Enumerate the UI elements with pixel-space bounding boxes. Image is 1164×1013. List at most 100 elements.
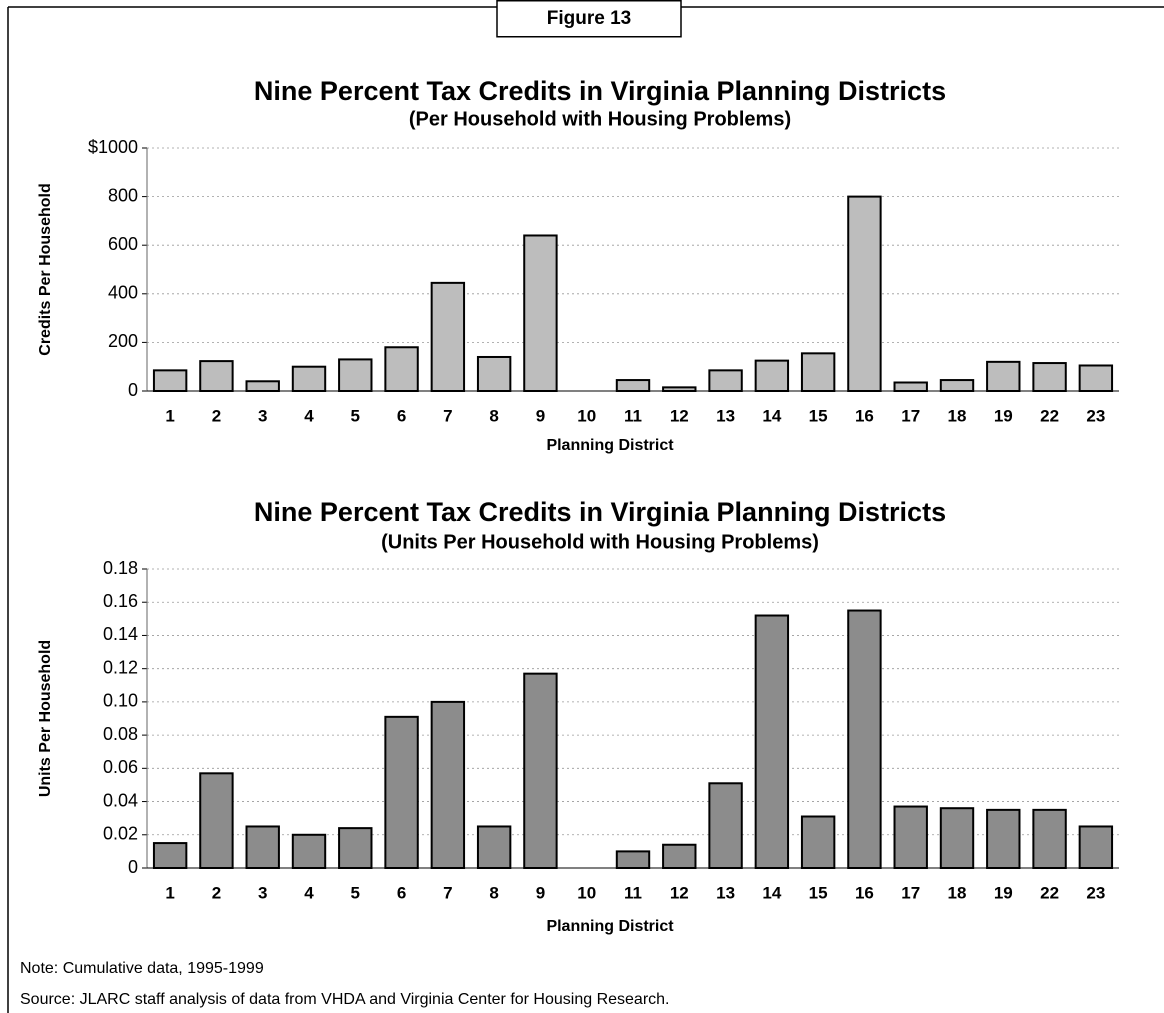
bar — [1032, 362, 1067, 392]
x-tick-label: 7 — [443, 406, 452, 425]
x-tick-label: 18 — [948, 883, 967, 902]
source: Source: JLARC staff analysis of data fro… — [20, 991, 670, 1008]
x-tick-label: 16 — [855, 883, 874, 902]
x-tick-label: 18 — [948, 406, 967, 425]
bar — [152, 842, 188, 869]
chart-subtitle: (Units Per Household with Housing Proble… — [381, 531, 819, 553]
chart-title: Nine Percent Tax Credits in Virginia Pla… — [254, 497, 946, 527]
bar — [754, 359, 790, 392]
note: Note: Cumulative data, 1995-1999 — [20, 960, 264, 977]
bar — [893, 805, 928, 869]
y-tick-label: 0.06 — [103, 757, 138, 777]
x-tick-label: 6 — [397, 883, 406, 902]
bar — [430, 700, 466, 870]
x-tick-label: 9 — [536, 406, 545, 425]
y-tick-label: 0.08 — [103, 724, 138, 744]
bar — [754, 614, 790, 869]
bar — [708, 369, 743, 393]
bar — [523, 672, 558, 870]
x-tick-label: 17 — [901, 406, 920, 425]
x-tick-label: 15 — [809, 883, 828, 902]
bar — [986, 808, 1021, 869]
x-tick-label: 7 — [443, 883, 452, 902]
bar — [986, 360, 1021, 392]
x-tick-label: 1 — [165, 406, 174, 425]
y-tick-label: 0.04 — [103, 790, 138, 810]
bar — [245, 380, 280, 392]
x-axis-label: Planning District — [546, 918, 674, 935]
x-tick-label: 8 — [489, 883, 498, 902]
x-tick-label: 16 — [855, 406, 874, 425]
bar — [939, 379, 975, 393]
x-tick-label: 6 — [397, 406, 406, 425]
bar — [800, 815, 836, 869]
x-tick-label: 2 — [212, 883, 221, 902]
y-tick-label: 0.14 — [103, 624, 138, 644]
y-tick-label: 800 — [108, 185, 138, 205]
bar — [291, 833, 327, 869]
bar — [800, 352, 836, 392]
x-tick-label: 11 — [624, 883, 642, 902]
bar — [615, 379, 651, 393]
x-tick-label: 13 — [716, 883, 735, 902]
y-tick-label: 0.18 — [103, 558, 138, 578]
x-tick-label: 10 — [577, 406, 596, 425]
x-tick-label: 11 — [624, 406, 642, 425]
x-tick-label: 23 — [1086, 406, 1105, 425]
x-tick-label: 3 — [258, 883, 267, 902]
y-tick-label: 200 — [108, 331, 138, 351]
bar — [384, 346, 419, 393]
x-tick-label: 5 — [351, 883, 360, 902]
bar — [245, 825, 280, 870]
y-tick-label: 0.12 — [103, 657, 138, 677]
bar — [893, 381, 928, 392]
x-tick-label: 19 — [994, 406, 1013, 425]
x-tick-label: 22 — [1040, 883, 1059, 902]
bar — [662, 386, 697, 393]
y-tick-label: 0.02 — [103, 824, 138, 844]
x-tick-label: 9 — [536, 883, 545, 902]
y-tick-label: 600 — [108, 234, 138, 254]
x-tick-label: 1 — [165, 883, 174, 902]
bar — [384, 715, 419, 869]
x-tick-label: 23 — [1086, 883, 1105, 902]
x-tick-label: 4 — [304, 883, 314, 902]
y-tick-label: 0 — [128, 857, 138, 877]
bar — [476, 355, 512, 393]
figure-label-box — [496, 0, 682, 38]
bar — [476, 825, 512, 870]
bar — [199, 360, 234, 392]
bar — [1078, 364, 1114, 392]
x-tick-label: 15 — [809, 406, 828, 425]
x-tick-label: 13 — [716, 406, 735, 425]
bar — [662, 843, 697, 870]
chart-title: Nine Percent Tax Credits in Virginia Pla… — [254, 76, 946, 106]
x-tick-label: 14 — [762, 406, 781, 425]
y-tick-label: 400 — [108, 283, 138, 303]
bar — [1032, 808, 1067, 869]
bar — [338, 827, 373, 870]
y-axis-label: Credits Per Household — [37, 183, 54, 355]
y-tick-label: 0.16 — [103, 591, 138, 611]
chart-subtitle: (Per Household with Housing Problems) — [409, 108, 791, 130]
bar — [615, 850, 651, 870]
x-tick-label: 2 — [212, 406, 221, 425]
bar — [939, 807, 975, 870]
figure-label: Figure 13 — [547, 8, 631, 29]
x-tick-label: 19 — [994, 883, 1013, 902]
x-tick-label: 12 — [670, 883, 689, 902]
x-tick-label: 22 — [1040, 406, 1059, 425]
x-tick-label: 12 — [670, 406, 689, 425]
bar — [708, 782, 743, 869]
bar — [1078, 825, 1114, 870]
y-tick-label: 0.10 — [103, 691, 138, 711]
x-tick-label: 14 — [762, 883, 781, 902]
bar — [291, 365, 327, 393]
bar — [338, 358, 373, 393]
x-tick-label: 5 — [351, 406, 360, 425]
bar — [847, 195, 882, 392]
x-tick-label: 4 — [304, 406, 314, 425]
x-tick-label: 10 — [577, 883, 596, 902]
y-axis-label: Units Per Household — [37, 640, 54, 797]
